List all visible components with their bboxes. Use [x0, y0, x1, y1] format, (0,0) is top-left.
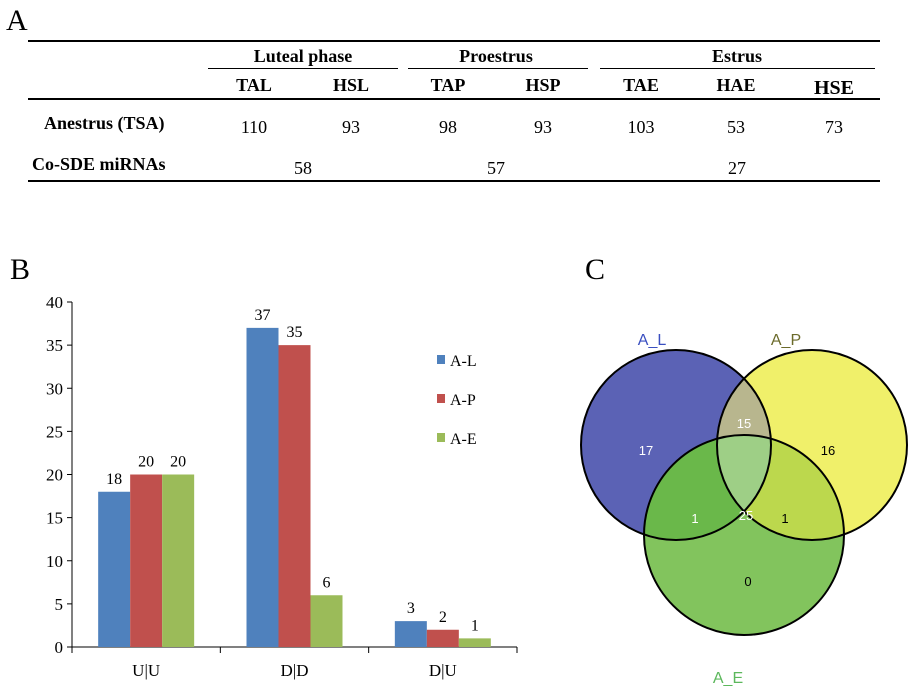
column-header-hsp: HSP: [525, 75, 561, 95]
bar-chart: 0 5 10 15 20 25 30 35 40 U|U D|D D|U 18 20 20 37 35 6 3 2 1…: [46, 293, 518, 680]
set-label-a-l: A_L: [638, 332, 667, 349]
region-count-a-e-only: 0: [744, 574, 751, 589]
bar-value-label: 3: [407, 600, 415, 617]
table-header-rule: [28, 98, 880, 100]
panel-label-a: A: [6, 4, 28, 37]
column-header-hse: HSE: [813, 77, 855, 99]
y-tick-label: 5: [55, 595, 64, 614]
x-category-label: D|U: [429, 661, 457, 680]
legend-label: A-P: [450, 392, 476, 409]
panel-label-b: B: [10, 253, 31, 286]
bar: [130, 474, 163, 647]
region-count-a-p-only: 16: [821, 443, 835, 458]
y-tick-label: 35: [46, 336, 63, 355]
bar-value-label: 2: [439, 609, 447, 626]
legend-swatch: [437, 355, 445, 364]
x-category-label: D|D: [281, 661, 309, 680]
set-outline: [643, 434, 845, 636]
region-count-a-p-a-e: 1: [781, 511, 788, 526]
cell-hsp: 93: [534, 117, 552, 137]
bar: [394, 621, 427, 647]
legend-label: A-L: [450, 353, 477, 370]
cell-co-sde-estrus: 27: [728, 158, 746, 178]
region-count-a-l-a-p: 15: [737, 416, 751, 431]
cell-co-sde-proestrus: 57: [487, 158, 505, 178]
bar-value-label: 37: [255, 307, 271, 324]
region-count-all: 25: [739, 508, 753, 523]
y-tick-label: 25: [46, 422, 63, 441]
bar-value-label: 20: [138, 454, 154, 471]
bar-value-label: 1: [471, 617, 479, 634]
bar-value-label: 35: [287, 324, 303, 341]
bar-value-label: 20: [170, 454, 186, 471]
bar: [458, 638, 491, 647]
x-category-label: U|U: [132, 661, 160, 680]
group-header-luteal: Luteal phase: [253, 46, 353, 66]
bar: [98, 491, 131, 647]
legend-swatch: [437, 433, 445, 442]
cell-hae: 53: [727, 117, 745, 137]
y-tick-label: 0: [55, 638, 64, 657]
set-outline: [580, 349, 772, 541]
legend-label: A-E: [450, 431, 477, 448]
cell-tap: 98: [439, 117, 457, 137]
legend-swatch: [437, 394, 445, 403]
panel-label-c: C: [585, 253, 606, 286]
column-header-tal: TAL: [236, 75, 272, 95]
summary-table: Luteal phase Proestrus Estrus TAL HSL TA…: [0, 0, 909, 200]
row-label-anestrus: Anestrus (TSA): [44, 113, 165, 133]
venn-diagram: A_L A_P A_E 17 16 15 25 1 1 0: [580, 332, 908, 687]
y-tick-label: 30: [46, 379, 63, 398]
set-outline: [716, 349, 908, 541]
column-header-hsl: HSL: [332, 75, 370, 95]
bar-value-label: 6: [323, 574, 331, 591]
column-header-hae: HAE: [716, 75, 756, 95]
bar: [310, 595, 343, 647]
y-tick-label: 15: [46, 509, 63, 528]
y-tick-label: 40: [46, 293, 63, 312]
cell-tae: 103: [627, 117, 655, 137]
bar: [162, 474, 195, 647]
region-count-a-l-a-e: 1: [691, 511, 698, 526]
bar: [278, 345, 311, 647]
column-header-tap: TAP: [430, 75, 466, 95]
column-header-tae: TAE: [623, 75, 659, 95]
group-header-estrus: Estrus: [711, 46, 763, 66]
row-label-co-sde: Co-SDE miRNAs: [32, 154, 166, 174]
group-underline-estrus: [600, 68, 875, 69]
cell-co-sde-luteal: 58: [294, 158, 312, 178]
cell-tal: 110: [240, 117, 268, 137]
set-label-a-e: A_E: [713, 670, 743, 687]
cell-hse: 73: [825, 117, 843, 137]
group-underline-luteal: [208, 68, 398, 69]
y-tick-label: 20: [46, 466, 63, 485]
group-header-proestrus: Proestrus: [459, 46, 533, 66]
table-top-rule: [28, 40, 880, 42]
bar-value-label: 18: [106, 471, 122, 488]
bar: [426, 629, 459, 647]
group-underline-proestrus: [408, 68, 588, 69]
region-count-a-l-only: 17: [639, 443, 653, 458]
set-label-a-p: A_P: [771, 332, 801, 349]
cell-hsl: 93: [342, 117, 360, 137]
y-tick-label: 10: [46, 552, 63, 571]
table-bottom-rule: [28, 180, 880, 182]
bar: [246, 327, 279, 647]
